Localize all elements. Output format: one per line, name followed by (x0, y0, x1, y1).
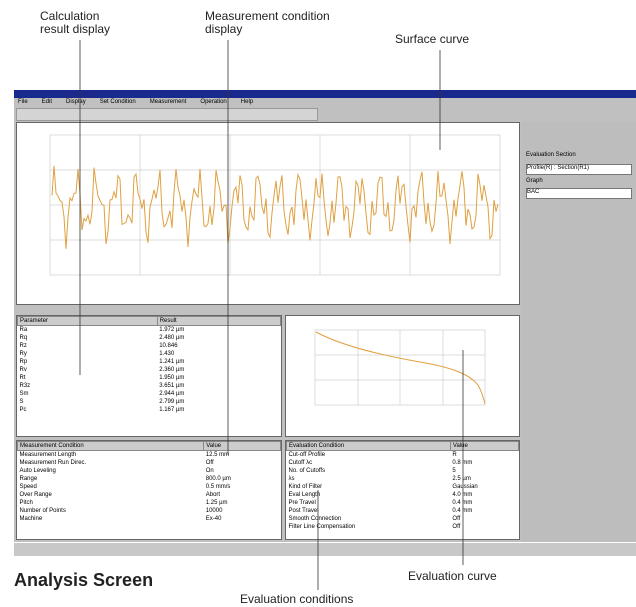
eval-grid (315, 330, 485, 405)
page: Calculation result display Measurement c… (0, 0, 636, 607)
leader-lines (80, 40, 463, 590)
overlay (0, 0, 636, 607)
surface-curve (52, 166, 498, 249)
evaluation-curve (316, 332, 485, 404)
surface-grid (50, 135, 500, 275)
